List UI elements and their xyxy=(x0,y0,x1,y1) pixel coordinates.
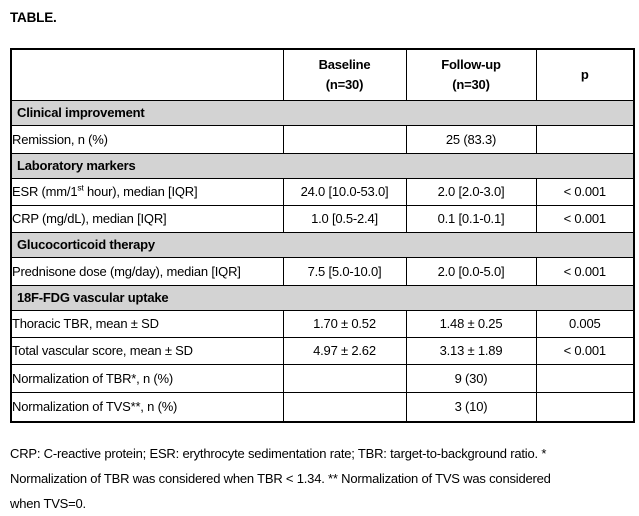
header-followup-n: (n=30) xyxy=(452,76,490,92)
row-label-cell: Remission, n (%) xyxy=(10,124,284,154)
row-esr: ESR (mm/1st hour), median [IQR] 24.0 [10… xyxy=(10,177,635,206)
section-label: 18F-FDG vascular uptake xyxy=(10,284,635,311)
row-label-cell: Normalization of TBR*, n (%) xyxy=(10,363,284,393)
baseline-cell: 7.5 [5.0-10.0] xyxy=(282,256,407,286)
p-cell: 0.005 xyxy=(535,309,635,338)
followup-cell: 3.13 ± 1.89 xyxy=(405,336,537,365)
baseline-cell xyxy=(282,363,407,393)
header-baseline-cell: Baseline (n=30) xyxy=(282,48,407,101)
baseline-cell: 1.0 [0.5-2.4] xyxy=(282,204,407,233)
section-label: Clinical improvement xyxy=(10,99,635,126)
p-cell xyxy=(535,363,635,393)
esr-label-superscript: st xyxy=(77,182,84,193)
header-empty-cell xyxy=(10,48,284,101)
row-normalization-tvs: Normalization of TVS**, n (%) 3 (10) xyxy=(10,391,635,423)
p-cell: < 0.001 xyxy=(535,177,635,206)
footnote-line: Normalization of TBR was considered when… xyxy=(10,471,551,486)
followup-cell: 0.1 [0.1-0.1] xyxy=(405,204,537,233)
header-followup-cell: Follow-up (n=30) xyxy=(405,48,537,101)
row-label-cell: Thoracic TBR, mean ± SD xyxy=(10,309,284,338)
row-prednisone-dose: Prednisone dose (mg/day), median [IQR] 7… xyxy=(10,256,635,286)
row-label-cell: CRP (mg/dL), median [IQR] xyxy=(10,204,284,233)
baseline-cell: 24.0 [10.0-53.0] xyxy=(282,177,407,206)
followup-cell: 2.0 [0.0-5.0] xyxy=(405,256,537,286)
esr-label-post: hour), median [IQR] xyxy=(83,184,198,199)
footnote-line: when TVS=0. xyxy=(10,496,86,511)
followup-cell: 25 (83.3) xyxy=(405,124,537,154)
p-cell: < 0.001 xyxy=(535,256,635,286)
table-title: TABLE. xyxy=(10,10,57,25)
results-table: Baseline (n=30) Follow-up (n=30) p Clini… xyxy=(10,48,635,423)
section-label: Laboratory markers xyxy=(10,152,635,179)
section-row-laboratory-markers: Laboratory markers xyxy=(10,152,635,179)
row-normalization-tbr: Normalization of TBR*, n (%) 9 (30) xyxy=(10,363,635,393)
header-followup-label: Follow-up xyxy=(441,56,501,72)
followup-cell: 1.48 ± 0.25 xyxy=(405,309,537,338)
section-row-18f-fdg-vascular-uptake: 18F-FDG vascular uptake xyxy=(10,284,635,311)
row-thoracic-tbr: Thoracic TBR, mean ± SD 1.70 ± 0.52 1.48… xyxy=(10,309,635,338)
row-remission: Remission, n (%) 25 (83.3) xyxy=(10,124,635,154)
row-label-cell: Normalization of TVS**, n (%) xyxy=(10,391,284,423)
baseline-cell: 1.70 ± 0.52 xyxy=(282,309,407,338)
row-label-cell: ESR (mm/1st hour), median [IQR] xyxy=(10,177,284,206)
header-baseline-n: (n=30) xyxy=(325,76,364,92)
followup-cell: 3 (10) xyxy=(405,391,537,423)
header-baseline-label: Baseline xyxy=(318,56,371,72)
footnote-line: CRP: C-reactive protein; ESR: erythrocyt… xyxy=(10,446,547,461)
row-total-vascular-score: Total vascular score, mean ± SD 4.97 ± 2… xyxy=(10,336,635,365)
p-cell: < 0.001 xyxy=(535,204,635,233)
table-footnote: CRP: C-reactive protein; ESR: erythrocyt… xyxy=(10,441,551,516)
row-label-cell: Total vascular score, mean ± SD xyxy=(10,336,284,365)
header-row: Baseline (n=30) Follow-up (n=30) p xyxy=(10,48,635,101)
p-cell xyxy=(535,391,635,423)
followup-cell: 2.0 [2.0-3.0] xyxy=(405,177,537,206)
followup-cell: 9 (30) xyxy=(405,363,537,393)
header-p-cell: p xyxy=(535,48,635,101)
baseline-cell: 4.97 ± 2.62 xyxy=(282,336,407,365)
section-row-glucocorticoid-therapy: Glucocorticoid therapy xyxy=(10,231,635,258)
section-row-clinical-improvement: Clinical improvement xyxy=(10,99,635,126)
baseline-cell xyxy=(282,391,407,423)
esr-label-pre: ESR (mm/1 xyxy=(12,184,78,199)
p-cell: < 0.001 xyxy=(535,336,635,365)
p-cell xyxy=(535,124,635,154)
row-label-cell: Prednisone dose (mg/day), median [IQR] xyxy=(10,256,284,286)
row-crp: CRP (mg/dL), median [IQR] 1.0 [0.5-2.4] … xyxy=(10,204,635,233)
baseline-cell xyxy=(282,124,407,154)
section-label: Glucocorticoid therapy xyxy=(10,231,635,258)
